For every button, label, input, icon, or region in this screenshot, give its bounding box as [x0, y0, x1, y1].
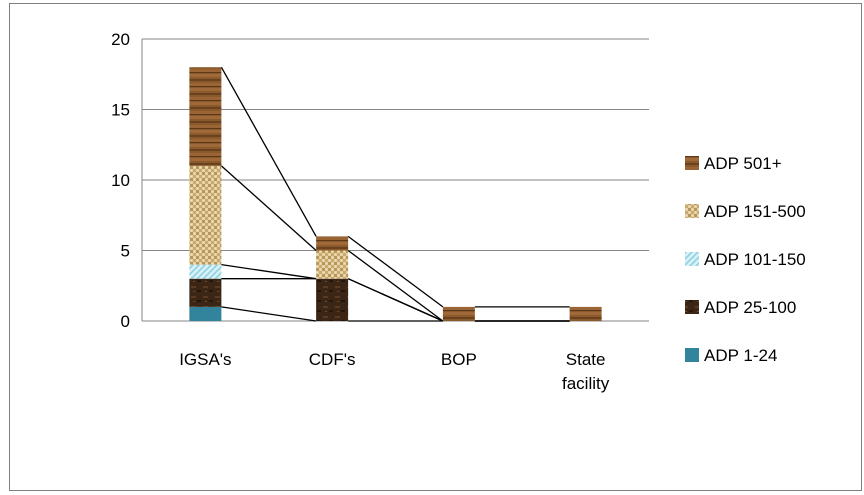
- series-line: [347, 249, 444, 322]
- legend-label: ADP 501+: [704, 154, 782, 173]
- legend-swatch: [685, 204, 699, 218]
- legend-swatch: [685, 300, 699, 314]
- series-line: [221, 306, 317, 322]
- y-tick-label: 20: [111, 30, 130, 49]
- x-tick-label: State facility: [562, 350, 610, 393]
- series-line: [220, 165, 317, 251]
- y-tick-label: 5: [121, 242, 130, 261]
- bar-segment: [569, 306, 602, 321]
- series-line-layer: [220, 66, 570, 322]
- legend-swatch: [685, 252, 699, 266]
- legend: ADP 501+ ADP 151-500 ADP 101-150 ADP 25-100…: [685, 154, 806, 365]
- chart-svg: 0 5 10 15 20 IGSA's CDF's BOP State facility ADP …: [111, 30, 806, 393]
- chart-frame: 0 5 10 15 20 IGSA's CDF's BOP State facility ADP …: [9, 3, 862, 491]
- bar-segment: [189, 278, 222, 307]
- legend-label: ADP 1-24: [704, 346, 777, 365]
- series-line: [220, 66, 317, 237]
- legend-swatch: [685, 348, 699, 362]
- bar-layer: [189, 67, 602, 321]
- x-tick-label: IGSA's: [179, 350, 231, 369]
- bar-segment: [316, 236, 349, 251]
- axis-layer: 0 5 10 15 20 IGSA's CDF's BOP State facility: [111, 30, 610, 393]
- legend-label: ADP 25-100: [704, 298, 796, 317]
- series-line: [347, 278, 444, 322]
- legend-label: ADP 151-500: [704, 202, 806, 221]
- y-tick-label: 15: [111, 101, 130, 120]
- bar-segment: [189, 264, 222, 279]
- y-tick-label: 10: [111, 171, 130, 190]
- legend-swatch: [685, 156, 699, 170]
- bar-segment: [316, 250, 349, 279]
- series-line: [221, 263, 317, 280]
- x-tick-label: BOP: [441, 350, 477, 369]
- bar-segment: [189, 67, 222, 166]
- y-tick-label: 0: [121, 312, 130, 331]
- series-line: [347, 235, 444, 308]
- bar-segment: [316, 278, 349, 321]
- bar-segment: [442, 306, 475, 321]
- x-tick-label: CDF's: [309, 350, 356, 369]
- legend-label: ADP 101-150: [704, 250, 806, 269]
- bar-segment: [189, 306, 222, 321]
- bar-segment: [189, 165, 222, 265]
